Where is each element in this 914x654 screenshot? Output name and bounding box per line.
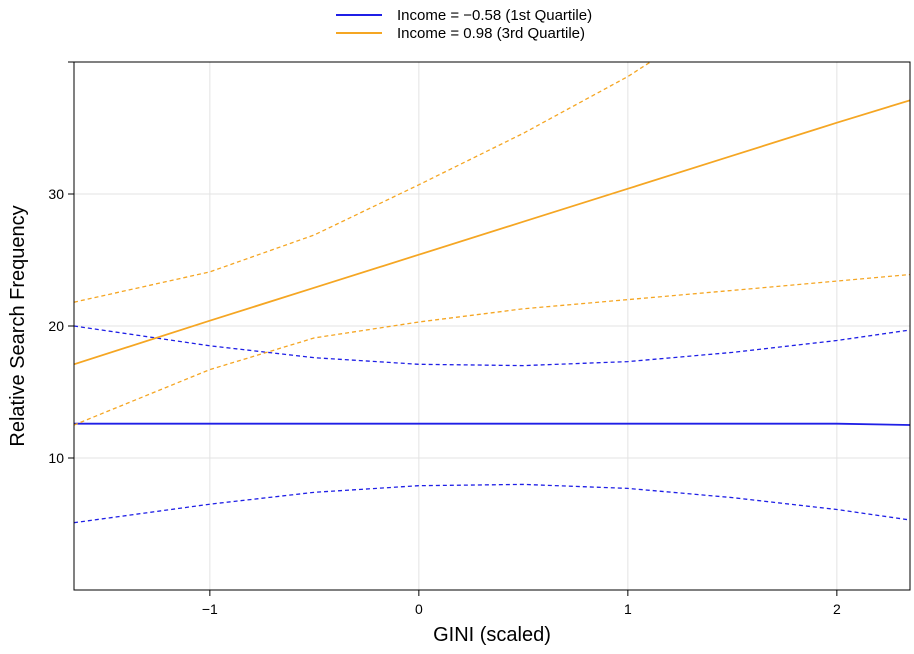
x-tick-label: 0: [415, 601, 423, 617]
series-line-3rd-quartile: [74, 99, 910, 366]
grid: [74, 62, 910, 590]
y-tick-label: 10: [48, 450, 64, 466]
y-tick-label: 30: [48, 186, 64, 202]
x-tick-label: −1: [202, 601, 218, 617]
x-tick-label: 2: [833, 601, 841, 617]
y-axis-title: Relative Search Frequency: [7, 205, 29, 446]
legend-label-1st-quartile: Income = −0.58 (1st Quartile): [397, 7, 592, 24]
ticks: −1 0 1 2 10 20 30: [48, 61, 841, 617]
series-line-1st-quartile: [74, 422, 910, 426]
ci-upper-line-3rd-quartile: [74, 62, 652, 303]
x-axis-title: GINI (scaled): [433, 624, 551, 646]
legend: Income = −0.58 (1st Quartile) Income = 0…: [336, 7, 592, 42]
y-tick-label: 20: [48, 318, 64, 334]
ci-lower-line-1st-quartile: [74, 483, 910, 524]
series-layer: [74, 62, 910, 524]
ci-upper-line-1st-quartile: [74, 325, 910, 367]
x-tick-label: 1: [624, 601, 632, 617]
legend-label-3rd-quartile: Income = 0.98 (3rd Quartile): [397, 25, 585, 42]
ci-lower-line-3rd-quartile: [74, 273, 910, 426]
